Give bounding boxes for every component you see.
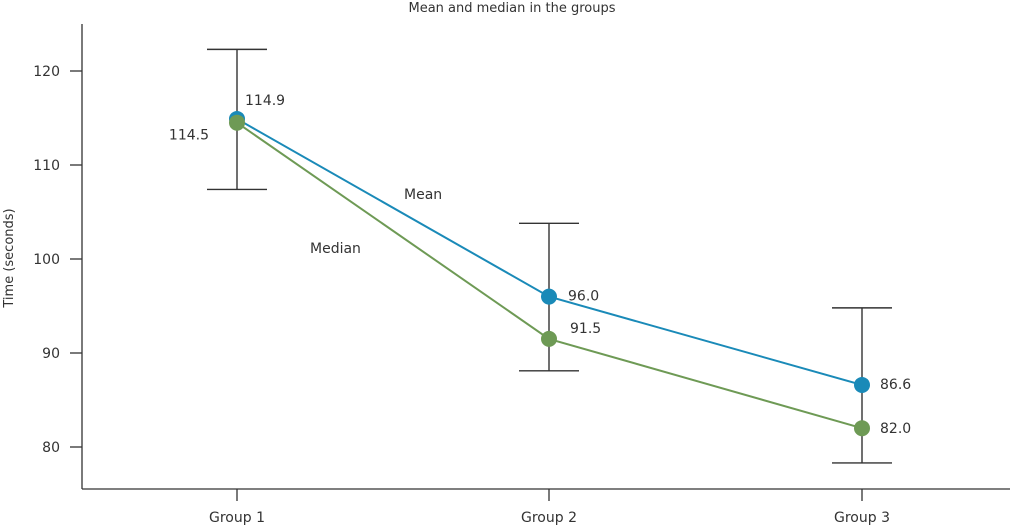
- y-axis-label: Time (seconds): [2, 208, 17, 308]
- mean-data-label: 114.9: [245, 93, 285, 109]
- median-data-label: 114.5: [169, 128, 209, 144]
- median-point: [541, 330, 557, 347]
- x-tick-label: Group 3: [834, 510, 890, 526]
- y-tick-label: 100: [33, 252, 60, 268]
- y-tick-label: 120: [33, 64, 60, 80]
- median-point: [229, 114, 245, 131]
- y-tick-label: 110: [33, 158, 60, 174]
- median-point: [854, 420, 870, 437]
- legend-mean-label: Mean: [404, 187, 442, 203]
- x-tick-label: Group 2: [521, 510, 577, 526]
- chart-title: Mean and median in the groups: [409, 1, 616, 16]
- mean-data-label: 86.6: [880, 377, 911, 393]
- y-tick-label: 80: [42, 440, 60, 456]
- median-data-label: 82.0: [880, 421, 911, 437]
- mean-point: [854, 376, 870, 393]
- x-tick-label: Group 1: [209, 510, 265, 526]
- y-tick-label: 90: [42, 346, 60, 362]
- legend-median-label: Median: [310, 241, 361, 257]
- mean-data-label: 96.0: [568, 289, 599, 305]
- mean-point: [541, 288, 557, 305]
- median-data-label: 91.5: [570, 321, 601, 337]
